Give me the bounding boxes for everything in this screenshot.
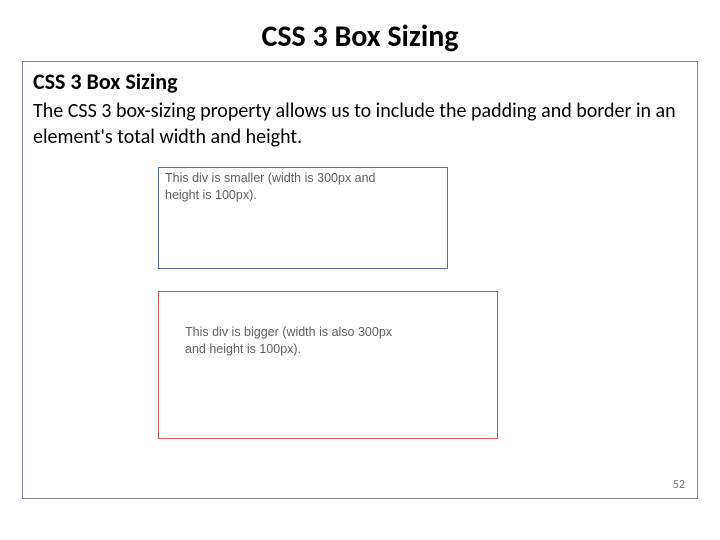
example-box-big: This div is bigger (width is also 300px …: [158, 291, 498, 439]
content-frame: CSS 3 Box Sizing The CSS 3 box-sizing pr…: [22, 61, 698, 499]
content-paragraph: The CSS 3 box-sizing property allows us …: [33, 99, 687, 150]
box2-text-line2: and height is 100px).: [185, 341, 471, 358]
box1-text-line2: height is 100px).: [165, 187, 441, 204]
content-heading: CSS 3 Box Sizing: [33, 68, 687, 95]
example-boxes: This div is smaller (width is 300px and …: [158, 167, 498, 439]
box2-text-line1: This div is bigger (width is also 300px: [185, 324, 471, 341]
slide-title: CSS 3 Box Sizing: [0, 0, 720, 61]
page-number: 52: [673, 478, 685, 492]
box1-text-line1: This div is smaller (width is 300px and: [165, 170, 441, 187]
example-box-small: This div is smaller (width is 300px and …: [158, 167, 448, 269]
